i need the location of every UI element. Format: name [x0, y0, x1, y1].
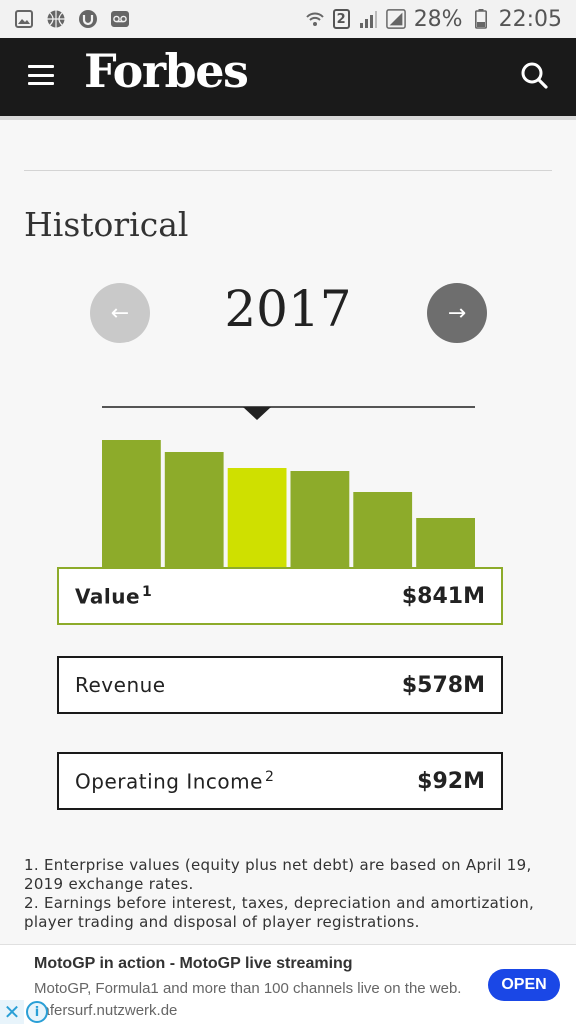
chart-bar-2[interactable] — [164, 452, 224, 568]
operating-income-amount: $92M — [417, 768, 485, 794]
chart-bar-6[interactable] — [416, 518, 475, 568]
signal-roaming-icon — [385, 9, 406, 29]
ad-close-icon[interactable]: ✕ — [0, 1000, 24, 1024]
signal-icon — [358, 9, 378, 29]
status-bar: 2 28% 22:05 — [0, 0, 576, 38]
chart-baseline — [102, 406, 475, 408]
revenue-amount: $578M — [401, 672, 485, 698]
arrow-right-icon: → — [447, 300, 467, 326]
ad-banner[interactable]: MotoGP in action - MotoGP live streaming… — [0, 944, 576, 1024]
chart-bar-3[interactable] — [227, 468, 287, 568]
ad-title[interactable]: MotoGP in action - MotoGP live streaming — [34, 955, 353, 972]
revenue-label: Revenue — [75, 673, 166, 697]
value-amount: $841M — [401, 583, 485, 609]
ad-open-button[interactable]: OPEN — [488, 969, 560, 1001]
app-u-icon — [78, 9, 98, 29]
ad-description: MotoGP, Formula1 and more than 100 chann… — [34, 980, 462, 1019]
value-row[interactable]: Value 1 $841M — [57, 567, 503, 625]
battery-percent: 28% — [413, 6, 463, 32]
chart-bar-1[interactable] — [102, 440, 161, 568]
prev-year-button[interactable]: ← — [90, 283, 150, 343]
wifi-calling-icon — [305, 9, 325, 29]
arrow-left-icon: ← — [110, 300, 130, 326]
operating-income-label: Operating Income 2 — [75, 768, 275, 794]
section-divider — [24, 170, 552, 171]
chart-bar-4[interactable] — [290, 471, 350, 568]
forbes-logo[interactable]: Forbes — [84, 44, 249, 98]
clock: 22:05 — [498, 6, 562, 32]
section-title: Historical — [24, 205, 189, 244]
operating-income-row[interactable]: Operating Income 2 $92M — [57, 752, 503, 810]
footnote-ref-1: 1 — [142, 583, 153, 600]
voicemail-icon — [110, 9, 130, 29]
search-icon[interactable] — [520, 61, 548, 89]
chart-bar-5[interactable] — [353, 492, 413, 568]
basketball-icon — [46, 9, 66, 29]
footnotes: 1. Enterprise values (equity plus net de… — [24, 856, 552, 932]
gallery-icon — [14, 9, 34, 29]
menu-icon[interactable] — [28, 65, 54, 85]
footnote-ref-2: 2 — [264, 768, 275, 785]
footnote-1: 1. Enterprise values (equity plus net de… — [24, 856, 532, 893]
next-year-button[interactable]: → — [427, 283, 487, 343]
header-divider — [0, 116, 576, 120]
historical-bar-chart[interactable] — [102, 420, 475, 568]
revenue-row[interactable]: Revenue $578M — [57, 656, 503, 714]
value-label: Value 1 — [75, 583, 153, 609]
footnote-2: 2. Earnings before interest, taxes, depr… — [24, 894, 535, 931]
battery-icon — [471, 9, 491, 29]
year-label: 2017 — [224, 280, 352, 338]
sim-slot-badge: 2 — [332, 9, 350, 29]
selected-pointer-icon — [243, 407, 271, 420]
site-header: Forbes — [0, 38, 576, 116]
ad-info-icon[interactable]: i — [26, 1001, 48, 1023]
